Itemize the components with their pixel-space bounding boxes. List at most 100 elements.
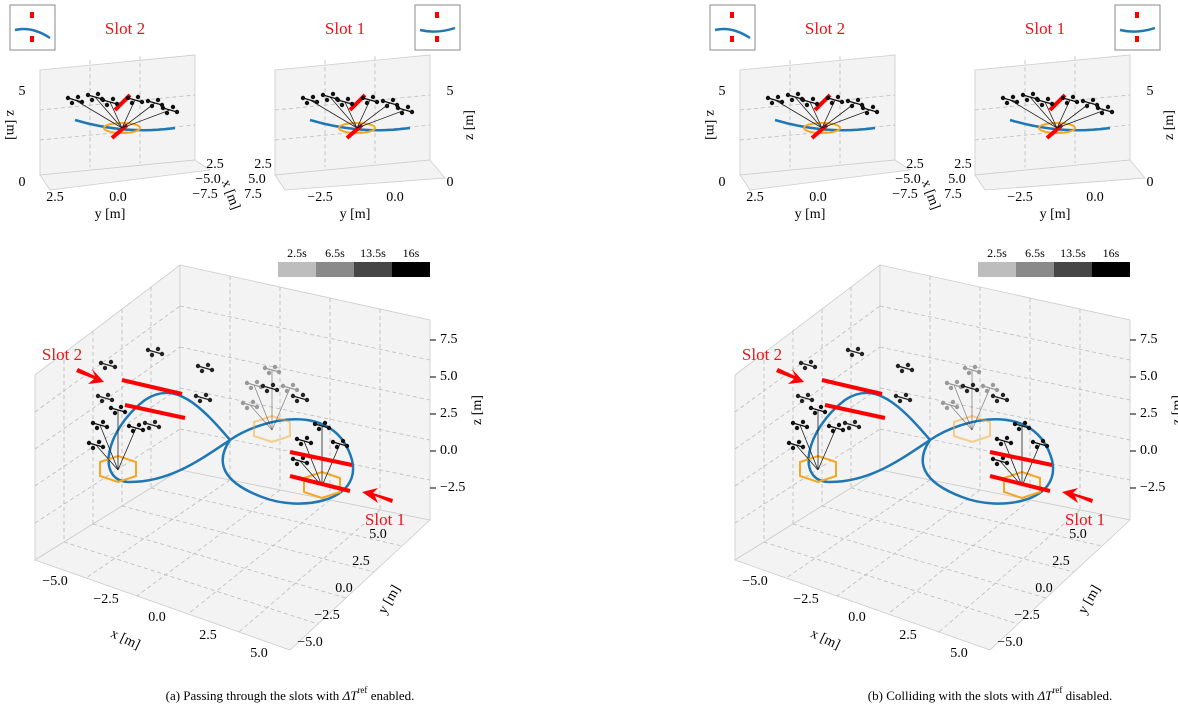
trajectory (309, 118, 411, 132)
x-tick-label: 5.0 (950, 646, 968, 661)
drone-rotor (804, 424, 810, 430)
tether (121, 109, 171, 129)
grid-line (187, 499, 331, 615)
grid-line (238, 509, 381, 633)
y-tick-label: −2.5 (307, 190, 332, 205)
drone-rotor (142, 420, 148, 426)
y-tick-label: 0.0 (809, 190, 827, 205)
drone-rotor (360, 95, 366, 101)
drone-rotor (304, 100, 310, 106)
tether (1009, 99, 1058, 129)
drone-arm (88, 442, 104, 448)
drone-rotor (893, 393, 899, 399)
drone-arm (322, 94, 338, 100)
x-tick-label: −7.5 (192, 187, 217, 202)
drone-rotor (864, 110, 870, 116)
drone-rotor (160, 105, 166, 111)
drone-arm (102, 99, 118, 105)
grid-line (734, 387, 881, 487)
drone-rotor (334, 444, 340, 450)
drone-rotor (195, 363, 201, 369)
axes-wall (974, 54, 1131, 176)
caption-text: (a) Passing through the slots with (166, 688, 343, 703)
trajectory (774, 118, 876, 132)
trajectory (107, 391, 355, 505)
tether (1056, 109, 1106, 129)
slot-label: Slot 1 (1065, 510, 1105, 529)
grid-line (836, 489, 981, 597)
drone-rotor (855, 346, 861, 352)
tether (329, 96, 358, 129)
drone-rotor (779, 99, 785, 105)
drone-rotor (1012, 421, 1018, 427)
caption-text: disabled. (1062, 688, 1112, 703)
caption-symbol: ΔT (342, 688, 359, 703)
colorbar-label: 16s (403, 246, 420, 260)
drone-rotor (790, 445, 796, 451)
axis-label: z [m] (1170, 395, 1178, 425)
drone-arm (1002, 97, 1018, 103)
tether (795, 444, 819, 471)
drone-rotor (207, 397, 213, 403)
drone-rotor (149, 103, 155, 109)
drone-rotor (399, 110, 405, 116)
x-tick-label: −5.0 (42, 574, 67, 589)
drone-rotor (1004, 460, 1010, 466)
drone-rotor (94, 425, 100, 431)
drone-arm (1062, 97, 1078, 103)
z-tick-label: 2.5 (440, 406, 458, 421)
caption-symbol: ΔT (1037, 688, 1054, 703)
drone-rotor (1008, 440, 1014, 446)
arrow (362, 488, 393, 503)
drone-rotor (830, 428, 836, 434)
drone-rotor (145, 347, 151, 353)
drone-rotor (240, 400, 246, 406)
drone-rotor (284, 388, 290, 394)
colorbar-label: 6.5s (325, 246, 345, 260)
z-tick-label: 0.0 (440, 443, 458, 458)
drone-rotor (112, 410, 118, 416)
drone-rotor (1000, 95, 1006, 101)
drone-rotor (994, 436, 1000, 442)
axis-label: x [m] (808, 626, 842, 653)
colorbar-swatch (1092, 262, 1130, 277)
grid-line (34, 387, 181, 487)
slot-bar (989, 450, 1053, 467)
y-tick-label: −2.5 (1007, 190, 1032, 205)
drone-rotor (950, 399, 956, 405)
drone-arm (197, 365, 213, 371)
drone-rotor (316, 426, 322, 432)
inset-slot (30, 36, 34, 42)
tether (109, 101, 123, 129)
drone-rotor (818, 404, 824, 410)
colorbar-label: 13.5s (360, 246, 386, 260)
axis-label: z [m] (462, 110, 477, 140)
drone-rotor (1044, 443, 1050, 449)
drone-rotor (897, 398, 903, 404)
drone-rotor (104, 424, 110, 430)
drone-rotor (809, 397, 815, 403)
drone-rotor (290, 382, 296, 388)
slot-bar (124, 403, 186, 420)
drone-arm (862, 107, 878, 113)
tether (117, 427, 137, 471)
drone-arm (962, 385, 978, 391)
drone-arm (1037, 99, 1053, 105)
drone-rotor (905, 362, 911, 368)
drone-arm (397, 107, 413, 113)
drone-rotor (954, 379, 960, 385)
tether (1029, 96, 1058, 129)
drone-rotor (1004, 435, 1010, 441)
drone-rotor (874, 109, 880, 115)
drone-rotor (1064, 100, 1070, 106)
drone-rotor (304, 435, 310, 441)
inset-slot (730, 36, 734, 42)
tether (94, 96, 123, 129)
drone-rotor (274, 387, 280, 393)
drone-arm (242, 402, 258, 408)
y-tick-label: 5.0 (369, 527, 387, 542)
tether (356, 109, 406, 129)
drone-rotor (909, 367, 915, 373)
inset-slot (435, 12, 439, 18)
